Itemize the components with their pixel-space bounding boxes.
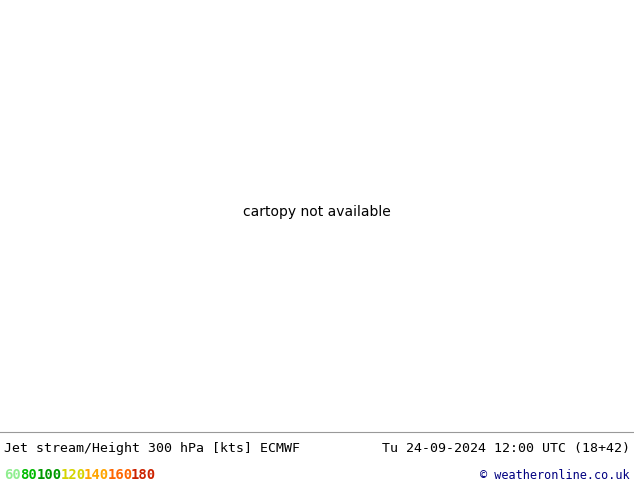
Text: 60: 60	[4, 468, 21, 482]
Text: 120: 120	[60, 468, 86, 482]
Text: Jet stream/Height 300 hPa [kts] ECMWF: Jet stream/Height 300 hPa [kts] ECMWF	[4, 441, 300, 455]
Text: © weatheronline.co.uk: © weatheronline.co.uk	[481, 468, 630, 482]
Text: 100: 100	[37, 468, 62, 482]
Text: cartopy not available: cartopy not available	[243, 205, 391, 219]
Text: Tu 24-09-2024 12:00 UTC (18+42): Tu 24-09-2024 12:00 UTC (18+42)	[382, 441, 630, 455]
Text: 140: 140	[84, 468, 109, 482]
Text: 180: 180	[131, 468, 157, 482]
Text: 160: 160	[108, 468, 133, 482]
Text: 80: 80	[20, 468, 37, 482]
